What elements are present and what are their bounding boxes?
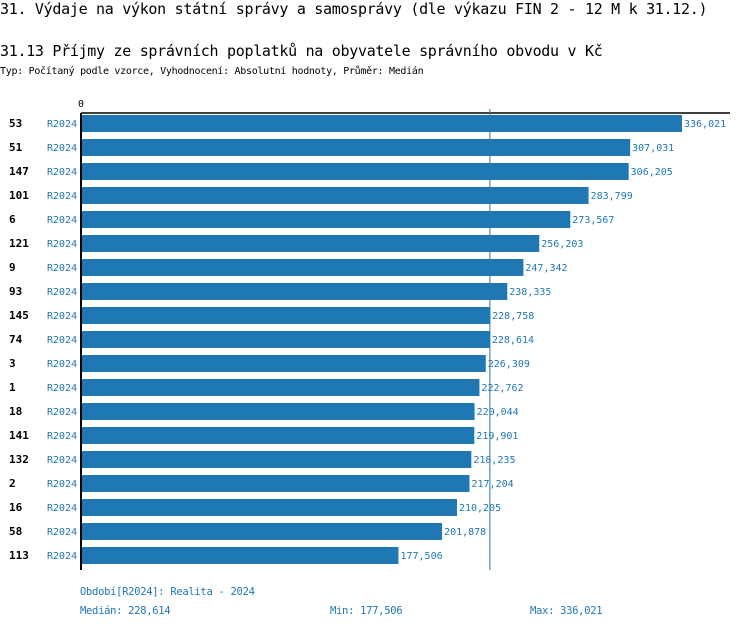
value-label: 220,044 bbox=[477, 407, 519, 418]
chart-info: Typ: Počítaný podle vzorce, Vyhodnocení:… bbox=[0, 66, 424, 77]
category-label: 9 bbox=[9, 261, 16, 274]
series-label: R2024 bbox=[47, 215, 77, 226]
category-label: 6 bbox=[9, 213, 16, 226]
category-label: 145 bbox=[9, 309, 29, 322]
value-label: 307,031 bbox=[632, 143, 674, 154]
value-label: 228,614 bbox=[492, 335, 534, 346]
bar bbox=[81, 355, 486, 372]
bar bbox=[81, 259, 524, 276]
value-label: 306,205 bbox=[631, 167, 673, 178]
bar bbox=[81, 235, 540, 252]
value-label: 256,203 bbox=[541, 239, 583, 250]
bar bbox=[81, 187, 589, 204]
bar bbox=[81, 115, 682, 132]
bar bbox=[81, 547, 399, 564]
bar bbox=[81, 139, 631, 156]
value-label: 177,506 bbox=[400, 551, 442, 562]
category-label: 16 bbox=[9, 501, 23, 514]
bar bbox=[81, 427, 475, 444]
category-label: 1 bbox=[9, 381, 16, 394]
category-label: 3 bbox=[9, 357, 16, 370]
bar bbox=[81, 163, 629, 180]
series-label: R2024 bbox=[47, 263, 77, 274]
value-label: 222,762 bbox=[481, 383, 523, 394]
bar bbox=[81, 451, 472, 468]
category-label: 53 bbox=[9, 117, 22, 130]
bar bbox=[81, 523, 443, 540]
series-label: R2024 bbox=[47, 455, 77, 466]
category-label: 74 bbox=[9, 333, 23, 346]
value-label: 247,342 bbox=[525, 263, 567, 274]
series-label: R2024 bbox=[47, 431, 77, 442]
value-label: 273,567 bbox=[572, 215, 614, 226]
category-label: 58 bbox=[9, 525, 22, 538]
category-label: 51 bbox=[9, 141, 23, 154]
value-label: 226,309 bbox=[488, 359, 530, 370]
category-label: 101 bbox=[9, 189, 29, 202]
bar bbox=[81, 499, 457, 516]
bar bbox=[81, 475, 470, 492]
value-label: 201,878 bbox=[444, 527, 486, 538]
value-label: 283,799 bbox=[591, 191, 633, 202]
axis-zero-label: 0 bbox=[78, 99, 84, 110]
series-label: R2024 bbox=[47, 503, 77, 514]
bar bbox=[81, 331, 490, 348]
series-label: R2024 bbox=[47, 407, 77, 418]
series-label: R2024 bbox=[47, 119, 77, 130]
category-label: 18 bbox=[9, 405, 22, 418]
bar bbox=[81, 307, 491, 324]
series-label: R2024 bbox=[47, 551, 77, 562]
series-label: R2024 bbox=[47, 383, 77, 394]
page-title: 31. Výdaje na výkon státní správy a samo… bbox=[0, 0, 708, 18]
category-label: 121 bbox=[9, 237, 29, 250]
series-label: R2024 bbox=[47, 311, 77, 322]
footer-median: Medián: 228,614 bbox=[80, 605, 171, 617]
bar bbox=[81, 379, 480, 396]
bar bbox=[81, 283, 508, 300]
footer-min: Min: 177,506 bbox=[330, 605, 403, 617]
value-label: 218,235 bbox=[473, 455, 515, 466]
chart-title: 31.13 Příjmy ze správních poplatků na ob… bbox=[0, 42, 603, 60]
value-label: 219,901 bbox=[476, 431, 518, 442]
category-label: 93 bbox=[9, 285, 22, 298]
value-label: 210,205 bbox=[459, 503, 501, 514]
series-label: R2024 bbox=[47, 335, 77, 346]
series-label: R2024 bbox=[47, 167, 77, 178]
value-label: 238,335 bbox=[509, 287, 551, 298]
series-label: R2024 bbox=[47, 479, 77, 490]
series-label: R2024 bbox=[47, 527, 77, 538]
footer-period: Období[R2024]: Realita - 2024 bbox=[80, 586, 255, 598]
category-label: 113 bbox=[9, 549, 29, 562]
bar bbox=[81, 211, 571, 228]
value-label: 217,204 bbox=[471, 479, 513, 490]
category-label: 147 bbox=[9, 165, 29, 178]
value-label: 228,758 bbox=[492, 311, 534, 322]
series-label: R2024 bbox=[47, 191, 77, 202]
bar bbox=[81, 403, 475, 420]
series-label: R2024 bbox=[47, 143, 77, 154]
value-label: 336,021 bbox=[684, 119, 726, 130]
category-label: 2 bbox=[9, 477, 16, 490]
category-label: 141 bbox=[9, 429, 29, 442]
series-label: R2024 bbox=[47, 239, 77, 250]
footer-max: Max: 336,021 bbox=[530, 605, 603, 617]
category-label: 132 bbox=[9, 453, 29, 466]
series-label: R2024 bbox=[47, 287, 77, 298]
series-label: R2024 bbox=[47, 359, 77, 370]
